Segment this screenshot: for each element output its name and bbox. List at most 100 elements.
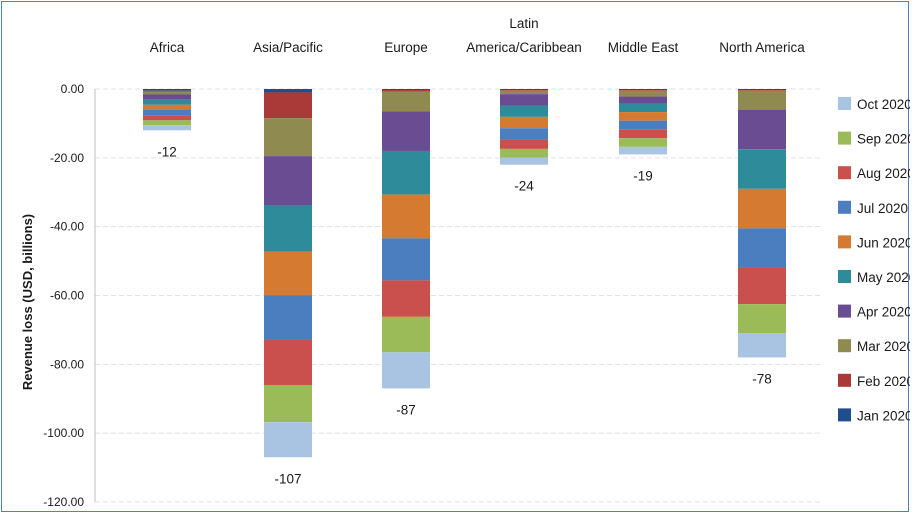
bar-segment [264,339,312,385]
bar-segment [619,112,667,121]
bar-segment [500,128,548,140]
bar-segment [500,94,548,106]
bar-segment [500,139,548,149]
bar-total-label: -24 [514,179,534,194]
bar-segment [382,90,430,92]
bar-segment [382,280,430,317]
legend-swatch [838,166,851,180]
bar-total-label: -87 [396,402,416,417]
bar-segment [264,92,312,119]
y-tick-label: -100.00 [43,426,84,440]
bar-segment [382,89,430,91]
bar-segment [264,118,312,157]
bar-segment [264,295,312,340]
bar-segment [619,146,667,155]
bar-segment [143,120,191,126]
y-axis: 0.00 -20.00 -40.00 -60.00 -80.00 -100.00 -120.… [43,82,96,509]
bar-segment [738,267,786,305]
legend-swatch [838,131,851,145]
y-tick-label: -60.00 [50,289,84,303]
legend-swatch [838,200,851,214]
y-tick-label: 0.00 [61,82,85,96]
bar-segment [500,90,548,95]
bar-segment [264,422,312,458]
bar-segment [143,90,191,92]
region-label: Asia/Pacific [253,40,323,55]
y-tick-label: -80.00 [50,357,84,371]
bar-segment [500,90,548,91]
bar-segment [382,150,430,195]
bar-total-label: -107 [274,471,301,486]
bar-segment [382,194,430,239]
legend-entry: Jul 2020 [857,201,908,216]
bar-segment [619,129,667,139]
bar-segment [143,115,191,121]
bar-total-label: -12 [157,144,177,159]
bar-segment [738,90,786,110]
gridlines [95,88,822,503]
region-label: North America [719,40,805,55]
legend-swatch [838,408,851,422]
legend-swatch [838,97,851,110]
bar-segment [143,99,191,105]
bar-segment [264,204,312,252]
bar-segment [500,148,548,158]
bar-segment [264,89,312,93]
bar-segment [382,352,430,389]
bar-total-label: -19 [633,168,653,183]
bar-segment [619,103,667,113]
y-axis-title: Revenue loss (USD, billions) [20,214,35,390]
legend-entry: Mar 2020 [857,339,910,354]
bars [143,89,786,458]
bar-segment [738,228,786,268]
bar-segment [382,91,430,112]
legend-swatch [838,235,851,249]
bar-segment [143,91,191,95]
y-tick-label: -40.00 [50,220,84,234]
bar-segment [143,109,191,116]
region-label: Middle East [608,40,679,55]
legend-entry: Jun 2020 [857,235,910,250]
y-tick-label: -20.00 [50,151,84,165]
bar-segment [264,384,312,423]
legend-entry: Aug 2020 [857,166,910,181]
bar-segment [500,89,548,91]
region-label: America/Caribbean [466,40,582,55]
bar-segment [143,89,191,91]
bar-segment [619,90,667,97]
region-label: Latin [509,16,538,31]
legend-entry: Apr 2020 [857,305,910,320]
legend-entry: Feb 2020 [857,374,910,389]
region-label: Africa [150,40,185,55]
bar-segment [738,109,786,150]
bar-segment [143,94,191,100]
bar-segment [500,157,548,165]
bar-segment [500,105,548,117]
total-labels: -12 -107 -87 -24 -19 -78 [157,144,772,486]
bar-segment [738,149,786,189]
legend-entry: Sep 2020 [857,132,910,147]
region-labels: Africa Asia/Pacific Europe Latin America/Car… [150,16,806,55]
bar-segment [738,188,786,229]
bar-segment [264,156,312,205]
bar-segment [738,304,786,334]
legend-swatch [838,339,851,353]
bar-segment [619,96,667,104]
bar-segment [738,90,786,91]
legend-swatch [838,270,851,283]
legend-swatch [838,304,851,318]
legend-entry: May 2020 [857,270,910,285]
bar-segment [382,316,430,353]
bar-segment [500,116,548,129]
bar-segment [738,89,786,91]
bar-segment [143,104,191,110]
legend-entry: Oct 2020 [857,97,910,112]
bar-segment [619,89,667,91]
bar-segment [143,125,191,131]
bar-segment [619,90,667,91]
legend-entry: Jan 2020 [857,408,910,423]
bar-segment [619,120,667,130]
region-label: Europe [384,40,428,55]
